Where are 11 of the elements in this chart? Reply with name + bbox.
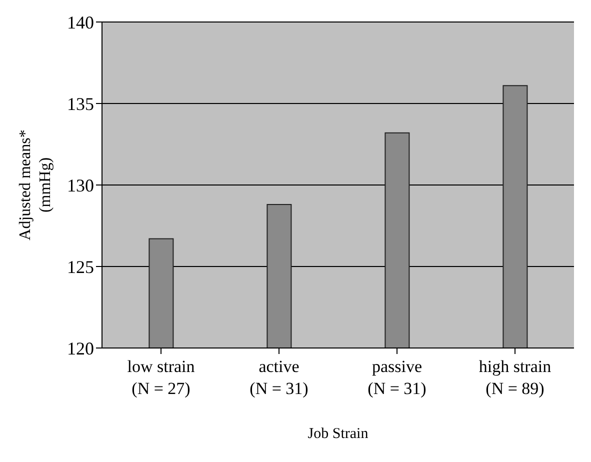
x-tick-label: active (N = 31) — [250, 357, 308, 398]
y-tick-label: 130 — [67, 175, 94, 196]
x-tick-label: low strain (N = 27) — [127, 357, 196, 398]
y-tick-label: 120 — [67, 338, 94, 358]
y-axis-title: Adjusted means* (mmHg) — [17, 130, 54, 240]
x-tick-label: high strain (N = 89) — [478, 357, 552, 398]
x-axis-title: Job Strain — [308, 426, 369, 442]
y-tick-label: 135 — [67, 94, 94, 114]
x-tick-label: passive (N = 31) — [368, 357, 426, 398]
y-tick-label: 140 — [67, 12, 94, 32]
y-tick-label: 125 — [67, 256, 94, 277]
